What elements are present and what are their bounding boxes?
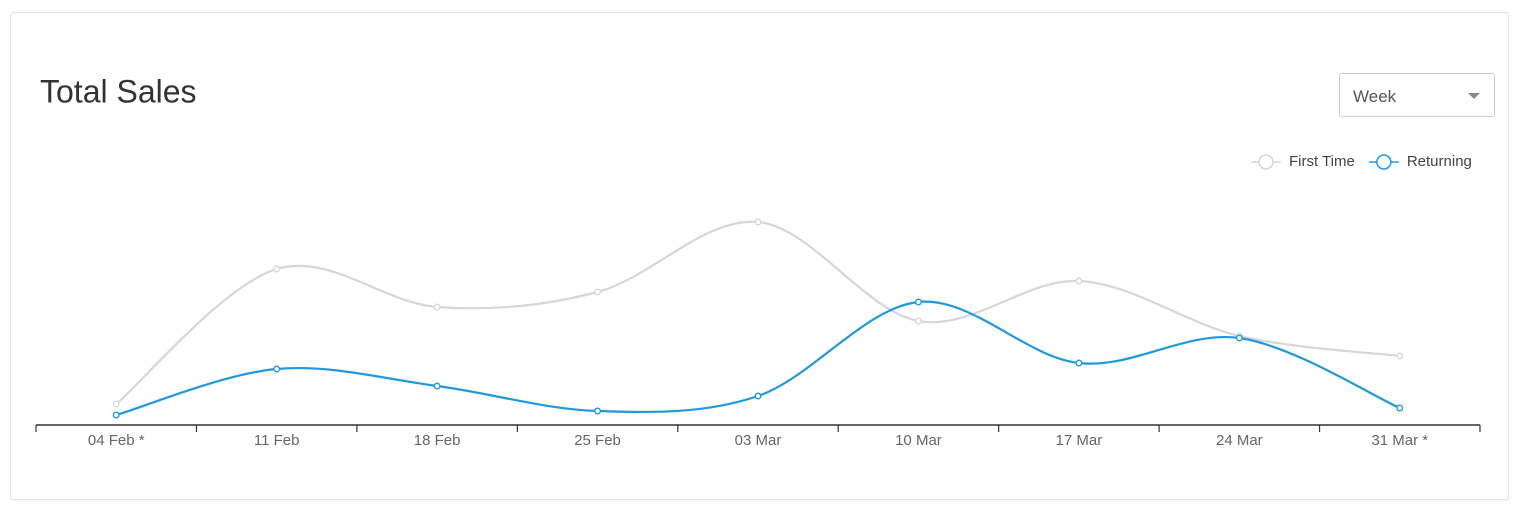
point xyxy=(594,288,602,296)
period-dropdown[interactable]: Week xyxy=(1339,73,1495,117)
point xyxy=(914,298,922,306)
x-tick-label: 11 Feb xyxy=(254,432,300,449)
x-tick-label: 18 Feb xyxy=(414,432,461,449)
point xyxy=(594,407,602,415)
series-line xyxy=(115,220,1400,405)
legend-marker xyxy=(1376,154,1392,170)
point xyxy=(1396,404,1404,412)
point xyxy=(1235,334,1243,342)
chart-title: Total Sales xyxy=(40,73,197,109)
point xyxy=(433,382,441,390)
point xyxy=(754,218,762,226)
x-tick-label: 03 Mar xyxy=(735,432,782,449)
dropdown-caret xyxy=(1468,93,1480,99)
x-tick-label: 24 Mar xyxy=(1216,432,1263,449)
legend-marker xyxy=(1258,154,1274,170)
point xyxy=(112,400,120,408)
series-line xyxy=(115,300,1401,417)
dropdown-label: Week xyxy=(1353,87,1397,106)
card xyxy=(10,12,1509,500)
point xyxy=(273,265,281,273)
point xyxy=(273,365,281,373)
point xyxy=(433,303,441,311)
x-tick-label: 31 Mar * xyxy=(1371,432,1428,449)
x-tick-label: 04 Feb * xyxy=(88,432,145,449)
point xyxy=(754,392,762,400)
legend-label: Returning xyxy=(1407,153,1472,170)
point xyxy=(1396,352,1404,360)
x-tick-label: 17 Mar xyxy=(1056,432,1103,449)
legend-label: First Time xyxy=(1289,153,1355,170)
x-tick-label: 10 Mar xyxy=(895,432,942,449)
point xyxy=(1075,359,1083,367)
x-tick-label: 25 Feb xyxy=(574,432,621,449)
point xyxy=(1075,277,1083,285)
point xyxy=(914,317,922,325)
point xyxy=(112,411,120,419)
